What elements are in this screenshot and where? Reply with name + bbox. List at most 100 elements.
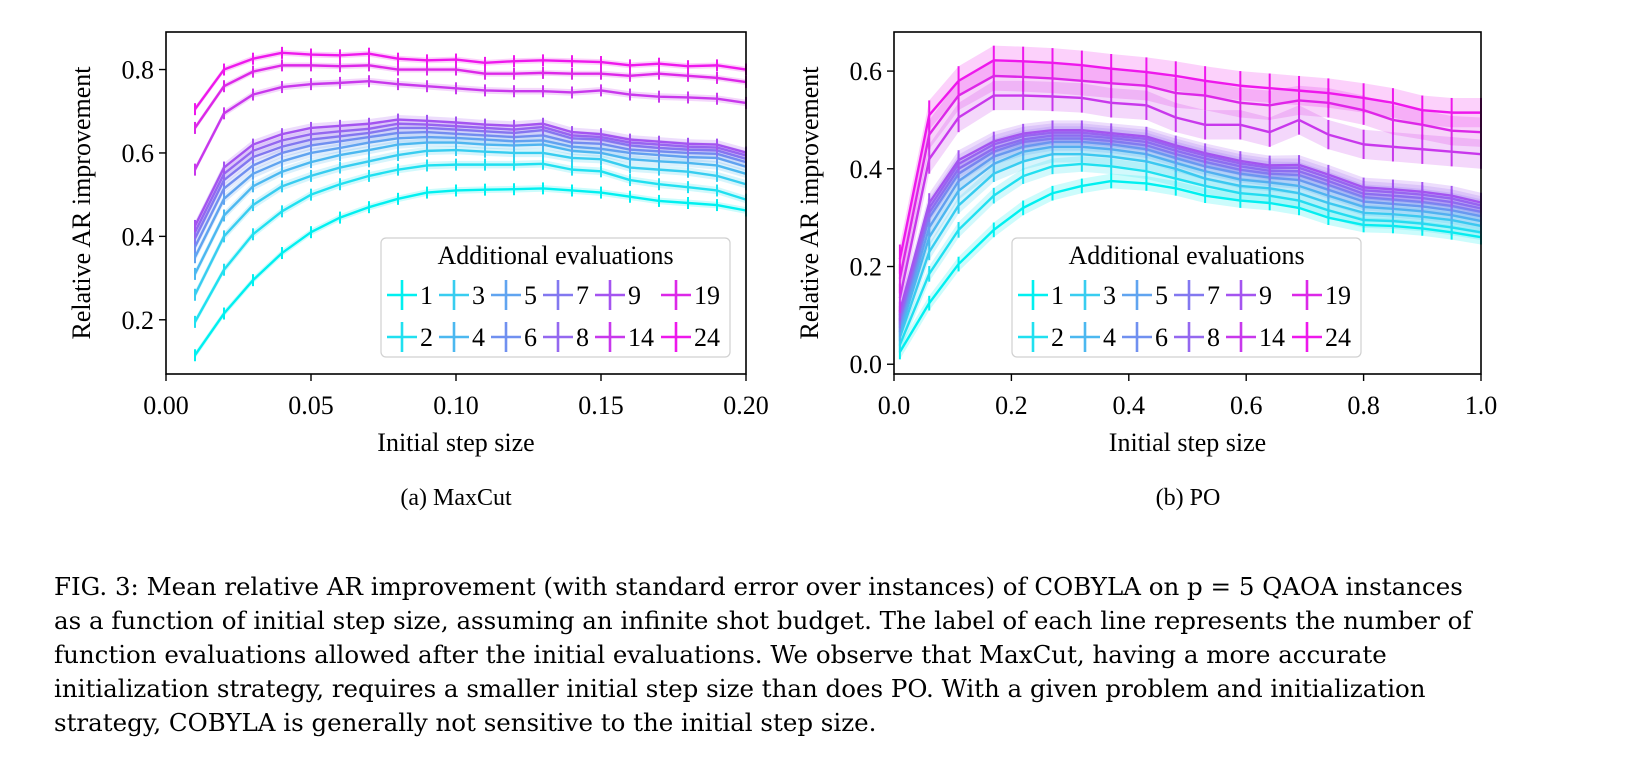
legend-entry-24: 24 (661, 322, 720, 352)
series-line-3 (898, 152, 1482, 338)
series-line-7 (898, 134, 1482, 320)
legend-entry-19: 19 (1292, 280, 1351, 310)
legend-entry-7: 7 (543, 280, 589, 310)
legend-label: 3 (1103, 281, 1116, 310)
x-tick-label: 0.2 (995, 391, 1028, 420)
series-line-4 (898, 145, 1482, 333)
legend-entry-1: 1 (1018, 280, 1064, 310)
x-tick-label: 0.8 (1347, 391, 1380, 420)
legend-label: 8 (1207, 323, 1220, 352)
series-line-6 (193, 130, 747, 248)
series-line-6 (898, 137, 1482, 324)
series-24 (194, 46, 747, 116)
error-band-24 (195, 49, 746, 113)
error-band-8 (899, 123, 1481, 325)
legend-label: 4 (472, 323, 485, 352)
legend-entry-3: 3 (1070, 280, 1116, 310)
x-tick-label: 0.00 (143, 391, 189, 420)
series-line-4 (193, 141, 747, 275)
series-line-19 (194, 64, 747, 129)
legend-entry-24: 24 (1292, 322, 1351, 352)
y-axis-label: Relative AR improvement (67, 66, 96, 340)
legend-entry-2: 2 (387, 322, 433, 352)
legend-entry-3: 3 (439, 280, 485, 310)
legend-label: 5 (1155, 281, 1168, 310)
y-tick-label: 0.6 (850, 57, 883, 86)
legend-box (380, 237, 731, 358)
legend-label: 3 (472, 281, 485, 310)
series-line-1 (194, 187, 747, 356)
x-tick-label: 0.6 (1230, 391, 1263, 420)
legend-label: 1 (420, 281, 433, 310)
series-19 (194, 59, 747, 134)
legend-label: 6 (1155, 323, 1168, 352)
x-tick-label: 1.0 (1465, 391, 1498, 420)
x-tick-label: 0.20 (723, 391, 769, 420)
legend-label: 5 (524, 281, 537, 310)
series-9 (898, 120, 1482, 322)
series-1 (194, 182, 747, 362)
legend-entry-9: 9 (1226, 280, 1272, 310)
legend-entry-14: 14 (595, 322, 654, 352)
legend-label: 9 (1259, 281, 1272, 310)
caption-line: initialization strategy, requires a smal… (54, 674, 1426, 703)
error-band-14 (899, 80, 1481, 313)
legend-entry-8: 8 (543, 322, 589, 352)
plot-frame (893, 31, 1482, 375)
legend-entry-6: 6 (1122, 322, 1168, 352)
series-24 (898, 45, 1482, 274)
legend-label: 2 (1051, 323, 1064, 352)
legend-label: 7 (576, 281, 589, 310)
legend-entry-9: 9 (595, 280, 641, 310)
legend-label: 14 (1259, 323, 1285, 352)
series-3 (193, 144, 747, 301)
y-tick-label: 0.2 (122, 306, 155, 335)
figure: 0.00 0.05 0.10 0.15 0.200.20.40.60.8Initial … (67, 31, 1498, 511)
legend-entry-2: 2 (1018, 322, 1064, 352)
legend-label: 14 (628, 323, 654, 352)
legend-label: 6 (524, 323, 537, 352)
y-axis-label: Relative AR improvement (795, 66, 824, 340)
legend-entry-4: 4 (439, 322, 485, 352)
y-tick-label: 0.4 (122, 222, 155, 251)
error-band-24 (899, 45, 1481, 274)
chart-panel-po: 0.0 0.2 0.4 0.6 0.8 1.0 0.0 0.2 0.4 0.6 Initial st… (795, 31, 1498, 511)
caption-line: strategy, COBYLA is generally not sensit… (54, 708, 877, 737)
legend-entry-14: 14 (1226, 322, 1285, 352)
y-tick-label: 0.8 (122, 56, 155, 85)
legend-entry-5: 5 (1122, 280, 1168, 310)
y-tick-label: 0.2 (850, 253, 883, 282)
legend-entry-4: 4 (1070, 322, 1116, 352)
legend-entry-19: 19 (661, 280, 720, 310)
series-line-19 (898, 74, 1482, 279)
series-line-8 (898, 131, 1482, 316)
legend-entry-1: 1 (387, 280, 433, 310)
series-2 (193, 157, 747, 328)
x-axis-label: Initial step size (377, 428, 534, 457)
legend-title: Additional evaluations (1068, 241, 1304, 270)
series-line-9 (898, 129, 1482, 312)
series-line-24 (898, 59, 1481, 260)
y-tick-label: 0.0 (850, 350, 883, 379)
y-tick-label: 0.6 (122, 139, 155, 168)
subcaption: (a) MaxCut (400, 485, 512, 511)
caption-line: function evaluations allowed after the i… (54, 640, 1387, 669)
legend-entry-6: 6 (491, 322, 537, 352)
legend-entry-8: 8 (1174, 322, 1220, 352)
series-9 (193, 113, 747, 232)
series-line-8 (193, 122, 747, 233)
legend-label: 19 (1325, 281, 1351, 310)
series-line-24 (194, 51, 747, 110)
legend-entry-5: 5 (491, 280, 537, 310)
x-axis-label: Initial step size (1109, 428, 1266, 457)
legend-label: 8 (576, 323, 589, 352)
x-tick-label: 0.05 (288, 391, 334, 420)
series-line-7 (193, 126, 747, 239)
error-band-9 (899, 120, 1481, 322)
series-line-9 (193, 118, 747, 227)
caption-line: FIG. 3: Mean relative AR improvement (wi… (54, 572, 1463, 601)
figure-caption: FIG. 3: Mean relative AR improvement (wi… (54, 570, 1614, 740)
legend-label: 24 (694, 323, 720, 352)
legend-entry-7: 7 (1174, 280, 1220, 310)
subcaption: (b) PO (1156, 485, 1221, 511)
